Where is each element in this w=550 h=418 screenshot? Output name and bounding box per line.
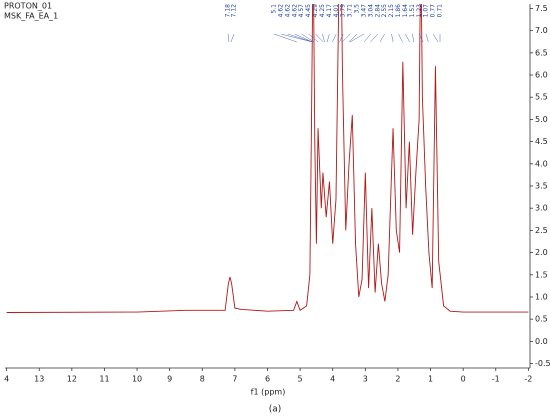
peak-leader	[412, 33, 415, 43]
header-line: MSK_FA_EA_1	[4, 12, 58, 21]
peak-leader	[322, 33, 325, 43]
x-tick-label: 10	[132, 375, 142, 384]
y-tick-label: 6.5	[535, 48, 548, 57]
peak-label: 4.62	[277, 4, 284, 18]
x-tick-label: 13	[34, 375, 44, 384]
peak-leader	[230, 33, 235, 43]
peak-leader	[227, 33, 230, 43]
x-tick-label: 2	[395, 375, 400, 384]
peak-label: 1.86	[395, 4, 402, 18]
peak-leader	[425, 33, 429, 43]
spectrum-line	[6, 4, 529, 313]
y-tick-label: 5.5	[535, 93, 548, 102]
peak-leader	[398, 33, 403, 43]
y-tick-label: 4.5	[535, 137, 548, 146]
peak-leader	[326, 33, 330, 43]
peak-leader	[342, 33, 351, 43]
peak-label: 4.01	[333, 4, 340, 18]
peak-label: 3.79	[340, 4, 347, 18]
x-tick-label: 4	[4, 375, 9, 384]
caption: (a)	[269, 405, 282, 415]
x-tick-label: 12	[67, 375, 77, 384]
peak-label: 4.25	[319, 4, 326, 18]
peak-label: 7.18	[225, 4, 232, 18]
peak-leader	[294, 33, 313, 43]
peak-leader	[370, 33, 378, 43]
x-tick-label: 4	[330, 375, 335, 384]
y-tick-label: 1.5	[535, 270, 548, 279]
peak-leader	[349, 33, 365, 43]
peak-leader	[339, 33, 344, 43]
peak-leader	[315, 33, 324, 43]
peak-label: 4.45	[305, 4, 312, 18]
y-tick-label: 4.0	[535, 159, 548, 168]
peak-label: 4.62	[284, 4, 291, 18]
peak-label: 1.51	[409, 4, 416, 18]
y-tick-label: -0.5	[535, 359, 550, 368]
peak-label: 4.17	[326, 4, 333, 18]
y-tick-label: 2.0	[535, 248, 548, 257]
peak-leader	[332, 33, 337, 43]
x-tick-label: 7	[232, 375, 237, 384]
header-line: PROTON_01	[4, 2, 52, 11]
x-tick-label: 1	[428, 375, 433, 384]
x-tick-label: -1	[492, 375, 500, 384]
peak-label: 4.62	[291, 4, 298, 18]
peak-label: 0.71	[437, 4, 444, 18]
peak-label: 2.15	[388, 4, 395, 18]
peak-leader	[379, 33, 385, 43]
peak-leader	[308, 33, 319, 43]
peak-leader	[273, 33, 297, 43]
x-tick-label: -2	[524, 375, 532, 384]
x-tick-label: 0	[461, 375, 466, 384]
peak-label: 3.47	[360, 4, 367, 18]
peak-label: 2.84	[374, 4, 381, 18]
peak-leader	[287, 33, 313, 43]
x-tick-label: 3	[363, 375, 368, 384]
peak-label: 1.23	[416, 4, 423, 18]
peak-leader	[280, 33, 313, 43]
x-tick-label: 11	[99, 375, 109, 384]
y-tick-label: 5.0	[535, 115, 548, 124]
x-tick-label: 9	[167, 375, 172, 384]
x-tick-label: 6	[265, 375, 270, 384]
y-tick-label: 0.5	[535, 315, 548, 324]
peak-label: 1.64	[402, 4, 409, 18]
peak-leader	[301, 33, 315, 43]
peak-leader	[348, 33, 358, 43]
peak-label: 2.55	[381, 4, 388, 18]
peak-label: 0.77	[430, 4, 437, 18]
peak-leader	[391, 33, 394, 43]
y-tick-label: 0.0	[535, 337, 548, 346]
peak-leader	[419, 33, 424, 43]
y-tick-label: 3.0	[535, 204, 548, 213]
y-tick-label: 6.0	[535, 71, 548, 80]
y-tick-label: 1.0	[535, 292, 548, 301]
peak-label: 3.5	[354, 4, 361, 14]
x-tick-label: 5	[298, 375, 303, 384]
peak-leader	[405, 33, 410, 43]
x-tick-label: 8	[200, 375, 205, 384]
x-axis-label: f1 (ppm)	[251, 388, 286, 397]
peak-label: 4.57	[298, 4, 305, 18]
y-tick-label: 7.5	[535, 4, 548, 13]
peak-label: 3.04	[367, 4, 374, 18]
peak-label: 5.1	[271, 4, 278, 14]
y-tick-label: 2.5	[535, 226, 548, 235]
y-tick-label: 7.0	[535, 26, 548, 35]
peak-label: 7.12	[231, 4, 238, 18]
peak-label: 4.29	[312, 4, 319, 18]
peak-label: 1.07	[423, 4, 430, 18]
peak-label: 3.71	[347, 4, 354, 18]
y-tick-label: 3.5	[535, 182, 548, 191]
peak-leader	[432, 33, 439, 43]
peak-leader	[363, 33, 371, 43]
